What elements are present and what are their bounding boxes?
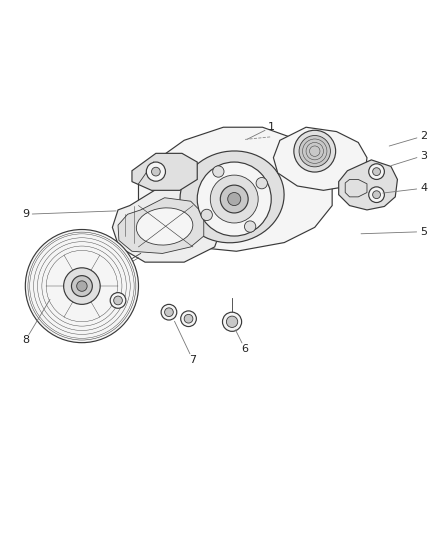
Circle shape [184, 314, 193, 323]
Polygon shape [118, 198, 204, 254]
Circle shape [161, 304, 177, 320]
Text: 6: 6 [242, 344, 249, 354]
Circle shape [228, 192, 241, 206]
Polygon shape [273, 127, 367, 190]
Polygon shape [113, 188, 223, 262]
Circle shape [373, 168, 381, 175]
Circle shape [220, 185, 248, 213]
Circle shape [226, 316, 238, 327]
Text: 3: 3 [420, 150, 427, 160]
Polygon shape [345, 180, 367, 197]
Circle shape [114, 296, 122, 305]
Circle shape [71, 276, 92, 296]
Circle shape [210, 175, 258, 223]
Circle shape [299, 135, 330, 167]
Circle shape [25, 230, 138, 343]
Circle shape [146, 162, 166, 181]
Circle shape [244, 221, 256, 232]
Circle shape [201, 209, 212, 221]
Text: 9: 9 [22, 209, 29, 219]
Polygon shape [138, 127, 332, 251]
Circle shape [256, 177, 268, 189]
Text: 1: 1 [268, 122, 275, 132]
Text: 5: 5 [420, 227, 427, 237]
Ellipse shape [136, 208, 193, 245]
Circle shape [369, 164, 385, 180]
Circle shape [294, 130, 336, 172]
Circle shape [77, 281, 87, 292]
Circle shape [165, 308, 173, 317]
Circle shape [64, 268, 100, 304]
Polygon shape [132, 154, 197, 190]
Circle shape [369, 187, 385, 203]
Text: 4: 4 [420, 183, 427, 193]
Text: 2: 2 [420, 131, 427, 141]
Ellipse shape [180, 151, 284, 243]
Circle shape [373, 191, 381, 199]
Circle shape [223, 312, 242, 332]
Circle shape [181, 311, 196, 327]
Circle shape [110, 293, 126, 308]
Polygon shape [339, 160, 397, 210]
Circle shape [197, 162, 271, 236]
Circle shape [152, 167, 160, 176]
Text: 7: 7 [189, 355, 197, 365]
Text: 8: 8 [22, 335, 29, 345]
Circle shape [213, 166, 224, 177]
